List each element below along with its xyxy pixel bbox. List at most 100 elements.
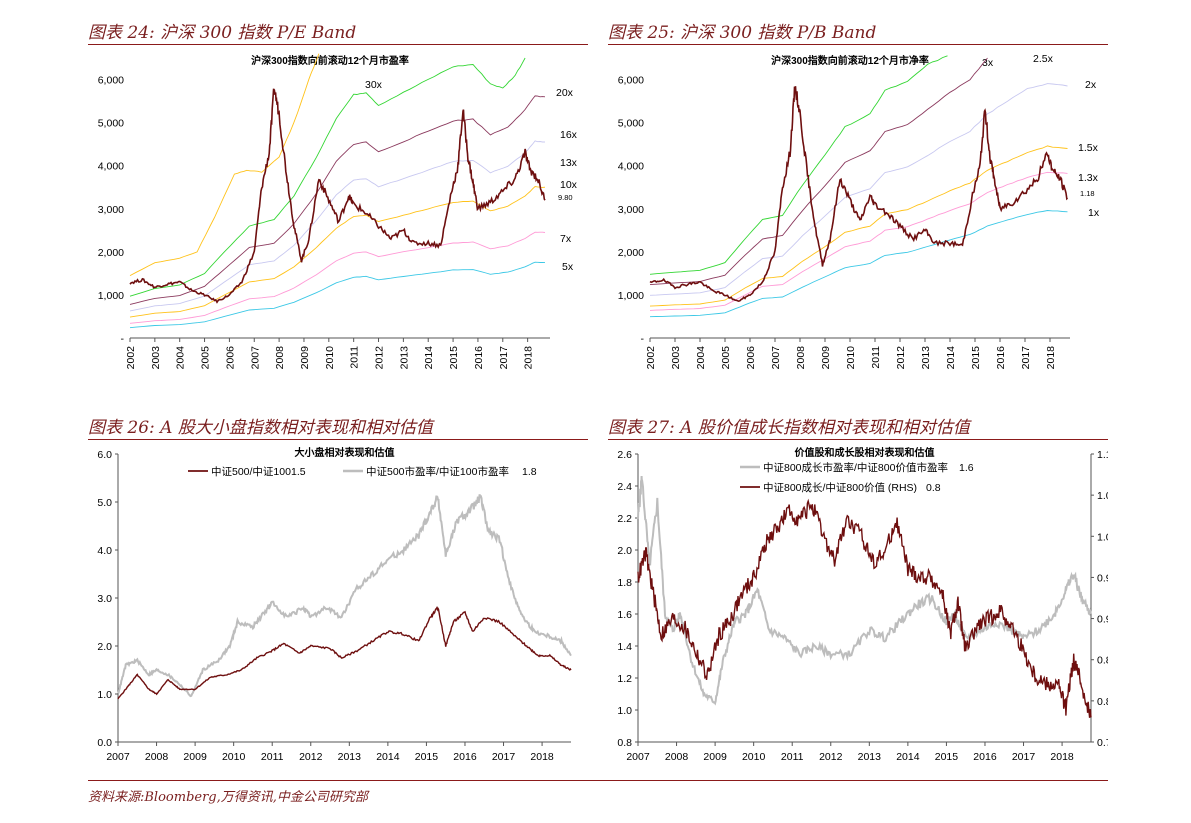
x-tick-label: 2013 xyxy=(920,346,932,370)
band-line-2.5x xyxy=(649,57,988,286)
panel-title-27: 图表 27: A 股价值成长指数相对表现和相对估值 xyxy=(608,418,970,438)
band-line-3x xyxy=(649,55,948,275)
x-tick-label: 2018 xyxy=(1045,346,1057,370)
x-tick-label: 2014 xyxy=(423,346,435,370)
x-tick-label: 2014 xyxy=(896,751,920,763)
series-line xyxy=(637,498,1092,718)
y-tick-label: 5,000 xyxy=(98,118,124,130)
y-tick-label: 0.8 xyxy=(617,737,632,749)
x-tick-label: 2014 xyxy=(945,346,957,370)
y-tick-label: 2.6 xyxy=(617,449,632,461)
x-tick-label: 2012 xyxy=(374,346,386,370)
y-tick-label: 1.0 xyxy=(617,705,632,717)
band-line-1.5x xyxy=(649,145,1068,307)
title-rule xyxy=(608,44,1108,45)
x-tick-label: 2016 xyxy=(473,346,485,370)
index-line xyxy=(649,86,1069,303)
value-growth-chart: 价值股和成长股相对表现和估值 0.8 1.0 1.2 1.4 1.6 1.8 2.0 2.2 2.… xyxy=(617,446,1108,763)
x-tick-label: 2010 xyxy=(742,751,766,763)
x-tick-label: 2005 xyxy=(200,346,212,370)
panel-title-25: 图表 25: 沪深 300 指数 P/B Band xyxy=(608,23,877,43)
title-rule xyxy=(88,439,588,440)
legend-value: 1.8 xyxy=(522,466,537,478)
x-tick-label: 2007 xyxy=(249,346,261,370)
x-tick-label: 2012 xyxy=(299,751,323,763)
right-y-tick-label: 0.95 xyxy=(1097,572,1108,584)
x-tick-label: 2006 xyxy=(745,346,757,370)
right-y-tick-label: 1.10 xyxy=(1097,449,1108,461)
right-y-tick-label: 0.80 xyxy=(1097,696,1108,708)
x-tick-label: 2014 xyxy=(376,751,400,763)
x-tick-label: 2007 xyxy=(626,751,650,763)
x-tick-label: 2011 xyxy=(261,751,284,763)
right-y-tick-label: 1.05 xyxy=(1097,490,1108,502)
x-tick-label: 2013 xyxy=(338,751,362,763)
y-tick-label: 1,000 xyxy=(98,290,124,302)
right-y-tick-label: 0.85 xyxy=(1097,655,1108,667)
x-tick-label: 2018 xyxy=(1050,751,1074,763)
y-tick-label: 1.4 xyxy=(617,641,632,653)
x-tick-label: 2007 xyxy=(770,346,782,370)
y-tick-label: 1,000 xyxy=(618,290,644,302)
y-tick-label: 1.0 xyxy=(97,689,112,701)
y-tick-label: 1.8 xyxy=(617,577,632,589)
y-tick-label: 1.2 xyxy=(617,673,632,685)
legend-value: 1.5 xyxy=(291,466,306,478)
y-tick-label: 0.0 xyxy=(97,737,112,749)
band-line-30x xyxy=(129,53,320,276)
x-tick-label: 2008 xyxy=(145,751,169,763)
y-tick-label: 2.2 xyxy=(617,513,632,525)
x-tick-label: 2015 xyxy=(970,346,982,370)
x-tick-label: 2012 xyxy=(895,346,907,370)
band-line-16x xyxy=(129,95,546,305)
y-tick-label: 2,000 xyxy=(618,247,644,259)
x-tick-label: 2010 xyxy=(222,751,246,763)
x-tick-label: 2002 xyxy=(645,346,657,370)
band-label: 2x xyxy=(1085,79,1097,91)
legend-label: 中证800成长市盈率/中证800价值市盈率 xyxy=(763,461,948,474)
y-tick-label: 6,000 xyxy=(618,75,644,87)
y-tick-label: - xyxy=(641,333,645,345)
panel-title-24: 图表 24: 沪深 300 指数 P/E Band xyxy=(88,23,357,43)
y-tick-label: 5.0 xyxy=(97,497,112,509)
y-tick-label: 2.0 xyxy=(617,545,632,557)
x-tick-label: 2007 xyxy=(106,751,130,763)
index-line xyxy=(129,88,546,304)
last-value-label: 1.18 xyxy=(1080,189,1095,198)
band-line-7x xyxy=(129,231,546,324)
x-tick-label: 2003 xyxy=(670,346,682,370)
right-y-tick-label: 1.00 xyxy=(1097,531,1108,543)
x-tick-label: 2006 xyxy=(224,346,236,370)
x-tick-label: 2016 xyxy=(453,751,477,763)
band-line-5x xyxy=(129,261,546,329)
x-tick-label: 2008 xyxy=(274,346,286,370)
band-line-13x xyxy=(129,140,545,312)
band-line-1x xyxy=(649,210,1068,318)
right-y-tick-label: 0.90 xyxy=(1097,614,1108,626)
y-tick-label: 3,000 xyxy=(618,204,644,216)
chart-title: 沪深300指数向前滚动12个月市净率 xyxy=(771,54,929,67)
title-rule xyxy=(608,439,1108,440)
chart-title: 大小盘相对表现和估值 xyxy=(295,446,395,459)
x-tick-label: 2012 xyxy=(819,751,843,763)
x-tick-label: 2009 xyxy=(183,751,207,763)
x-tick-label: 2013 xyxy=(398,346,410,370)
y-tick-label: 2.0 xyxy=(97,641,112,653)
x-tick-label: 2018 xyxy=(530,751,554,763)
x-tick-label: 2017 xyxy=(1020,346,1032,370)
x-tick-label: 2009 xyxy=(820,346,832,370)
band-label: 20x xyxy=(556,87,574,99)
x-tick-label: 2011 xyxy=(870,346,882,369)
band-label: 3x xyxy=(982,57,994,69)
band-label: 30x xyxy=(365,79,383,91)
x-tick-label: 2008 xyxy=(665,751,689,763)
y-tick-label: 3.0 xyxy=(97,593,112,605)
x-tick-label: 2017 xyxy=(492,751,516,763)
x-tick-label: 2004 xyxy=(175,346,187,370)
chart-title: 沪深300指数向前滚动12个月市盈率 xyxy=(251,54,409,67)
x-tick-label: 2005 xyxy=(720,346,732,370)
series-line xyxy=(637,475,1092,706)
x-tick-label: 2015 xyxy=(448,346,460,370)
right-y-tick-label: 0.75 xyxy=(1097,737,1108,749)
series-line xyxy=(117,605,572,700)
